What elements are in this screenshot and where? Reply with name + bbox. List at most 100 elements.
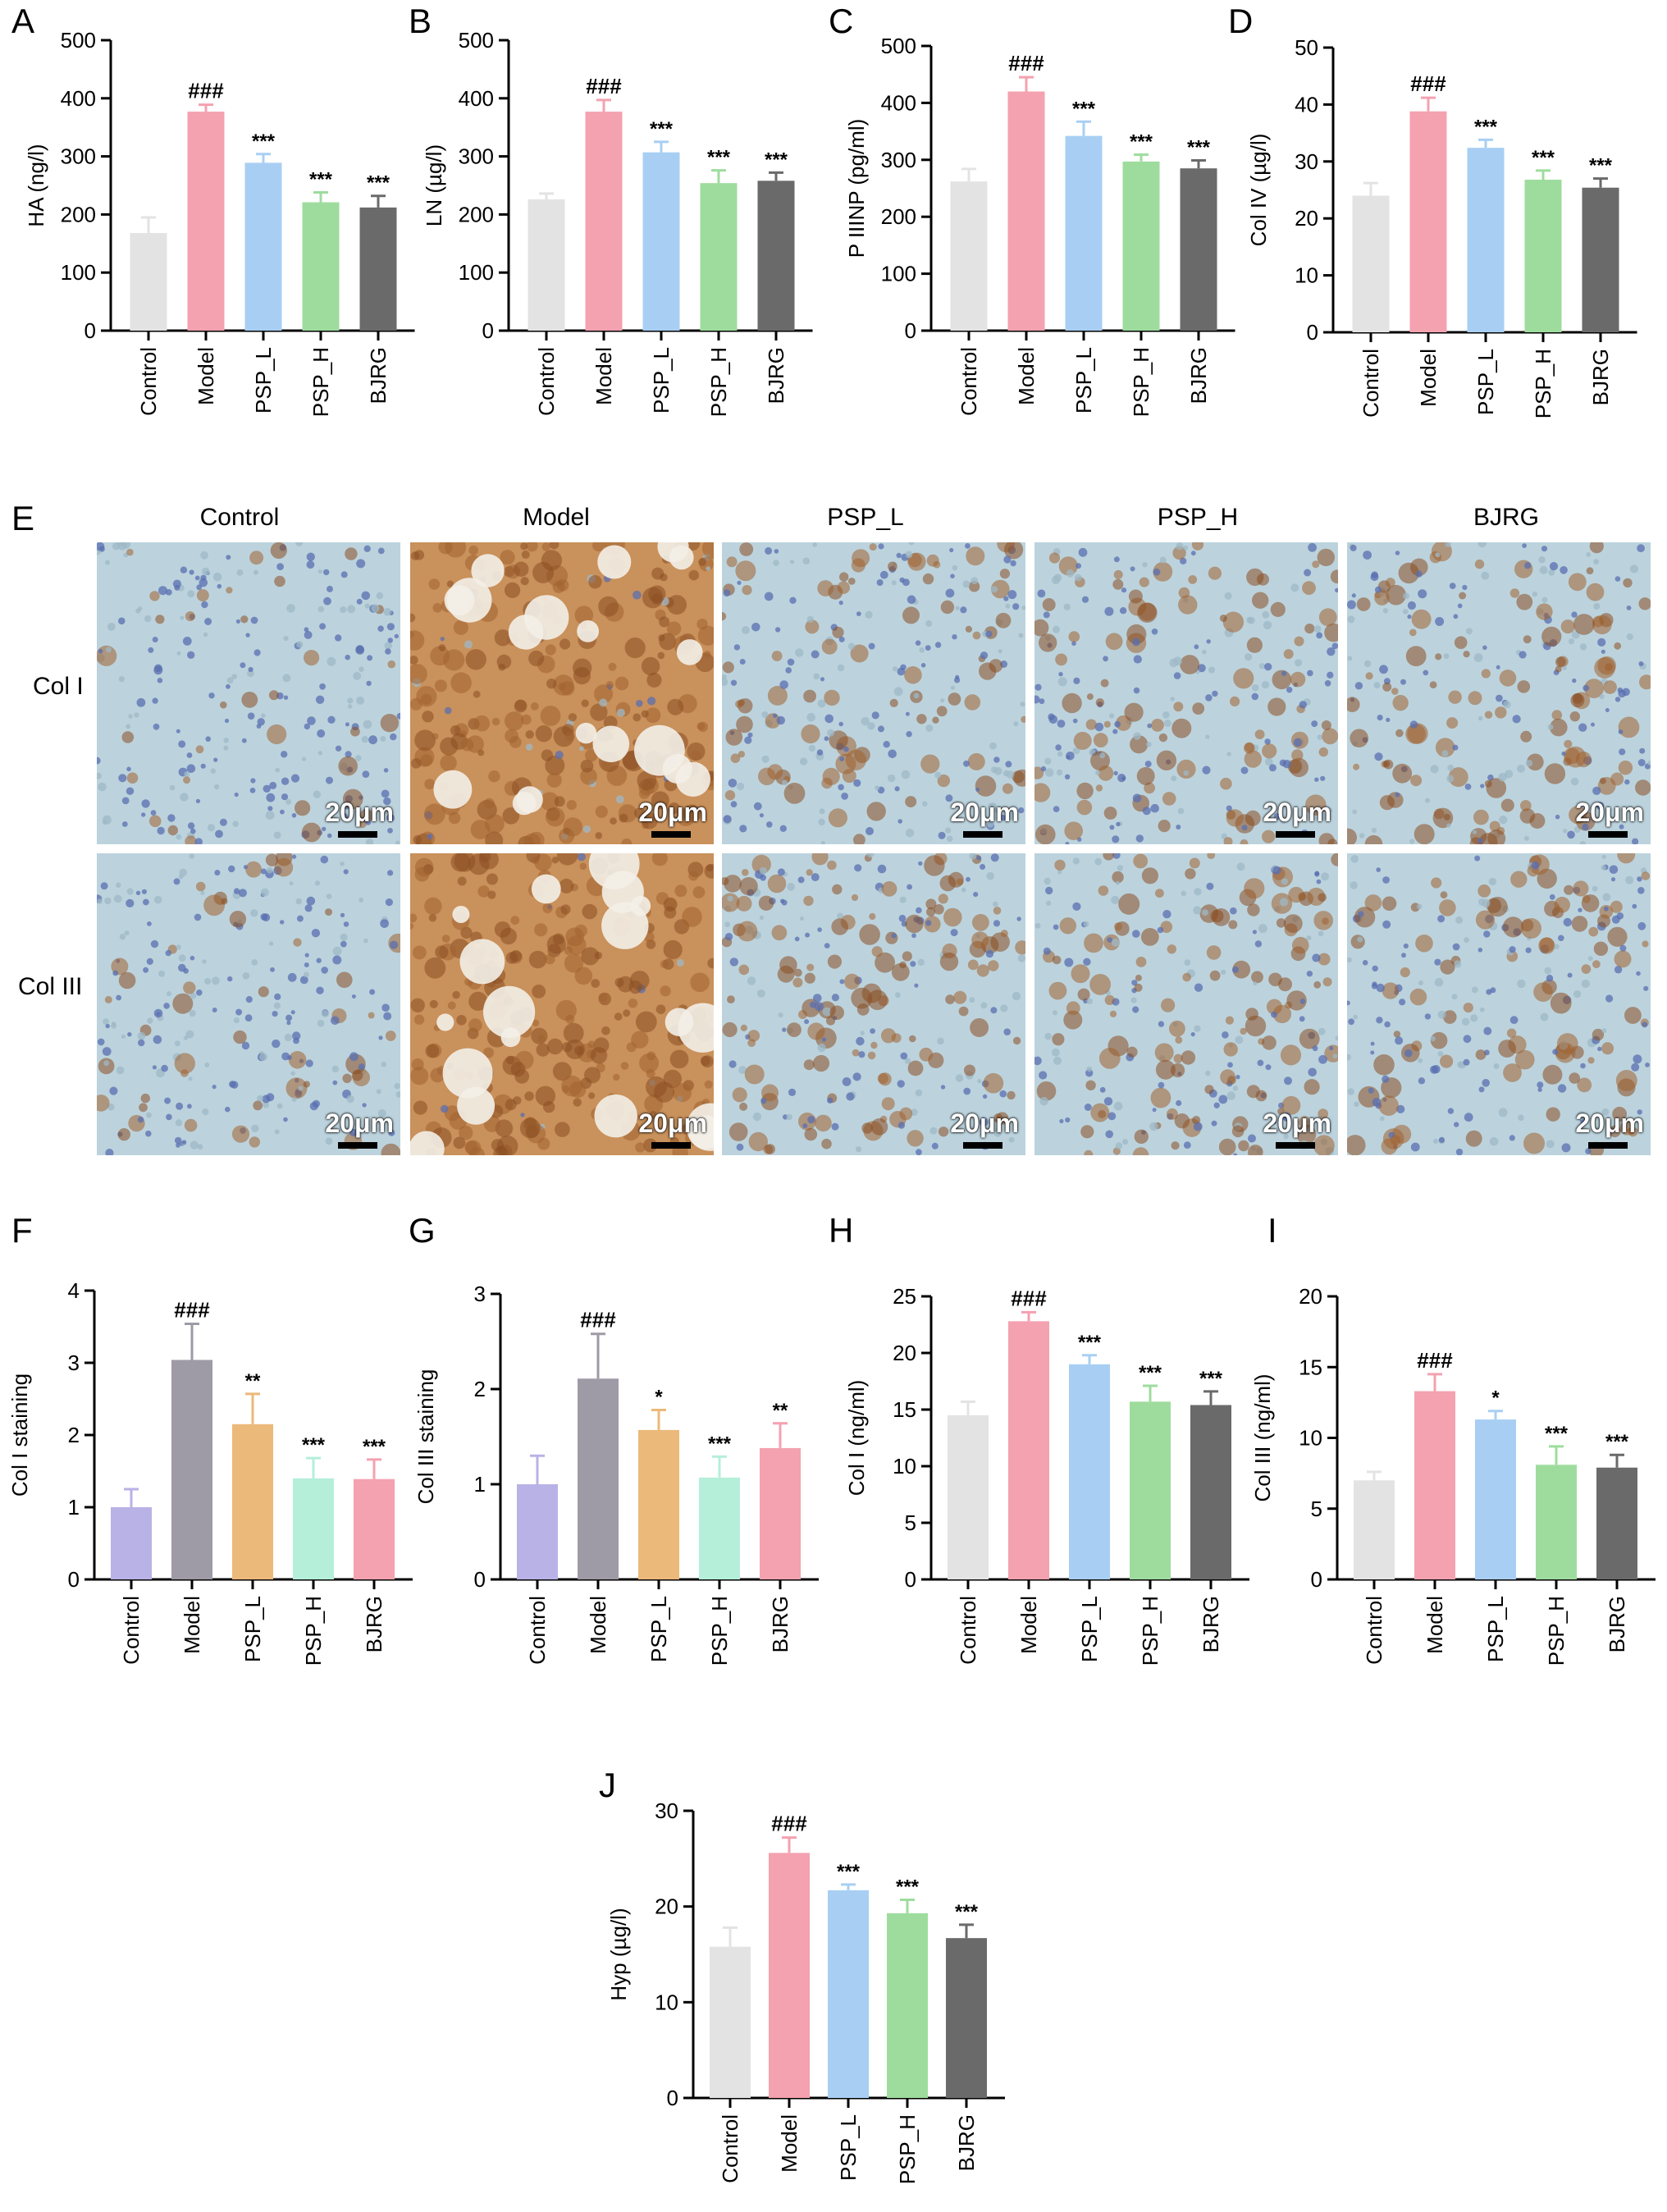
- bar-model: [585, 112, 623, 331]
- significance-label: ###: [174, 1297, 210, 1322]
- bar-psp-l: [642, 152, 680, 331]
- x-tick-label: Model: [586, 1596, 610, 1654]
- micrograph-col-i-model: 20μm: [410, 542, 714, 844]
- x-tick-label: Control: [119, 1596, 144, 1665]
- y-axis-label: Col IV (µg/l): [1246, 134, 1271, 247]
- x-tick-label: BJRG: [1186, 347, 1211, 404]
- x-tick-label: BJRG: [764, 347, 788, 404]
- y-tick-label: 100: [459, 260, 494, 285]
- significance-label: ***: [1605, 1431, 1629, 1453]
- y-tick-label: 500: [881, 34, 916, 58]
- significance-label: *: [1491, 1387, 1500, 1410]
- panel-letter-b: B: [409, 2, 432, 40]
- y-tick-label: 300: [61, 144, 96, 169]
- significance-label: ***: [1532, 147, 1555, 169]
- significance-label: ***: [765, 149, 788, 171]
- x-tick-label: PSP_L: [649, 347, 674, 414]
- y-tick-label: 0: [68, 1567, 80, 1592]
- x-tick-label: PSP_L: [1071, 347, 1096, 414]
- y-tick-label: 500: [61, 28, 96, 53]
- x-tick-label: Model: [1416, 349, 1441, 407]
- tissue-texture: [97, 853, 400, 1155]
- y-tick-label: 50: [1295, 35, 1318, 60]
- significance-label: ###: [1011, 1286, 1047, 1310]
- bar-model: [1414, 1391, 1455, 1579]
- panel-letter-a: A: [11, 2, 35, 40]
- x-tick-label: Model: [777, 2114, 802, 2173]
- significance-label: ***: [896, 1876, 920, 1899]
- significance-label: ***: [1199, 1368, 1223, 1390]
- tissue-texture: [1034, 853, 1338, 1155]
- x-tick-label: BJRG: [1605, 1596, 1629, 1652]
- bar-chart-col-iv: 0 10 20 30 40 50 Col IV (µg/l) Control Model ### P…: [1246, 35, 1637, 418]
- significance-label: ***: [1474, 116, 1498, 138]
- y-tick-label: 30: [1295, 149, 1318, 174]
- bar-bjrg: [757, 181, 795, 331]
- bar-psp-l: [638, 1429, 679, 1579]
- scale-bar: [338, 831, 377, 838]
- y-tick-label: 30: [655, 1798, 678, 1823]
- panel-letter-c: C: [829, 2, 854, 40]
- bar-model: [1008, 1321, 1049, 1579]
- micrograph-col-i-control: 20μm: [97, 542, 400, 844]
- x-tick-label: Control: [525, 1596, 550, 1665]
- significance-label: ***: [1139, 1362, 1162, 1384]
- bar-control: [948, 1414, 989, 1579]
- bar-chart-col-iii: 0 5 10 15 20 Col III (ng/ml) Control Model ### PS…: [1250, 1284, 1656, 1666]
- y-tick-label: 0: [1307, 320, 1318, 345]
- significance-label: ***: [955, 1901, 979, 1923]
- significance-label: ***: [837, 1861, 861, 1883]
- panel-letter-d: D: [1228, 2, 1254, 40]
- scale-bar: [1276, 1142, 1315, 1149]
- x-tick-label: PSP_H: [1129, 347, 1153, 417]
- x-tick-label: PSP_L: [1483, 1596, 1508, 1662]
- x-tick-label: PSP_H: [301, 1596, 326, 1666]
- significance-label: **: [245, 1370, 261, 1392]
- bar-control: [130, 233, 167, 331]
- y-tick-label: 20: [655, 1894, 678, 1919]
- y-tick-label: 300: [459, 144, 494, 169]
- column-header-psp-l: PSP_L: [827, 504, 904, 531]
- tissue-texture: [97, 542, 400, 844]
- y-tick-label: 20: [893, 1341, 916, 1365]
- y-tick-label: 3: [68, 1351, 80, 1375]
- micrograph-col-iii-psp-h: 20μm: [1034, 853, 1338, 1155]
- micrograph-col-iii-model: 20μm: [410, 853, 714, 1155]
- tissue-texture: [722, 542, 1025, 844]
- bar-psp-h: [293, 1478, 334, 1579]
- y-axis-label: P IIINP (pg/ml): [844, 119, 869, 258]
- bar-control: [528, 199, 565, 331]
- y-axis-label: Hyp (µg/l): [606, 1908, 631, 2000]
- scale-bar: [963, 1142, 1002, 1149]
- x-tick-label: PSP_H: [1531, 349, 1555, 418]
- bar-psp-h: [1536, 1465, 1577, 1579]
- bar-control: [710, 1946, 751, 2098]
- y-axis-label: LN (µg/l): [422, 144, 446, 226]
- significance-label: ***: [309, 168, 333, 190]
- bar-bjrg: [354, 1478, 395, 1579]
- significance-label: ***: [302, 1434, 326, 1456]
- x-tick-label: Model: [1014, 347, 1039, 405]
- y-tick-label: 10: [1299, 1426, 1322, 1451]
- significance-label: ***: [708, 1433, 732, 1455]
- micrograph-col-iii-bjrg: 20μm: [1347, 853, 1651, 1155]
- x-tick-label: Control: [534, 347, 559, 416]
- scale-bar-label: 20μm: [325, 798, 394, 827]
- scale-bar: [1588, 1142, 1628, 1149]
- y-tick-label: 400: [459, 86, 494, 111]
- x-tick-label: Model: [591, 347, 616, 405]
- significance-label: ###: [1417, 1348, 1453, 1373]
- bar-model: [1007, 91, 1045, 331]
- column-header-bjrg: BJRG: [1473, 504, 1539, 531]
- tissue-texture: [722, 853, 1025, 1155]
- significance-label: ***: [1078, 1332, 1102, 1354]
- bar-psp-h: [700, 183, 738, 331]
- tissue-texture: [1347, 853, 1651, 1155]
- y-tick-label: 25: [893, 1284, 916, 1309]
- y-tick-label: 40: [1295, 92, 1318, 117]
- bar-psp-h: [699, 1477, 740, 1579]
- significance-label: **: [773, 1400, 788, 1422]
- y-tick-label: 0: [905, 318, 916, 343]
- x-tick-label: PSP_H: [1138, 1596, 1162, 1666]
- significance-label: ***: [367, 172, 390, 194]
